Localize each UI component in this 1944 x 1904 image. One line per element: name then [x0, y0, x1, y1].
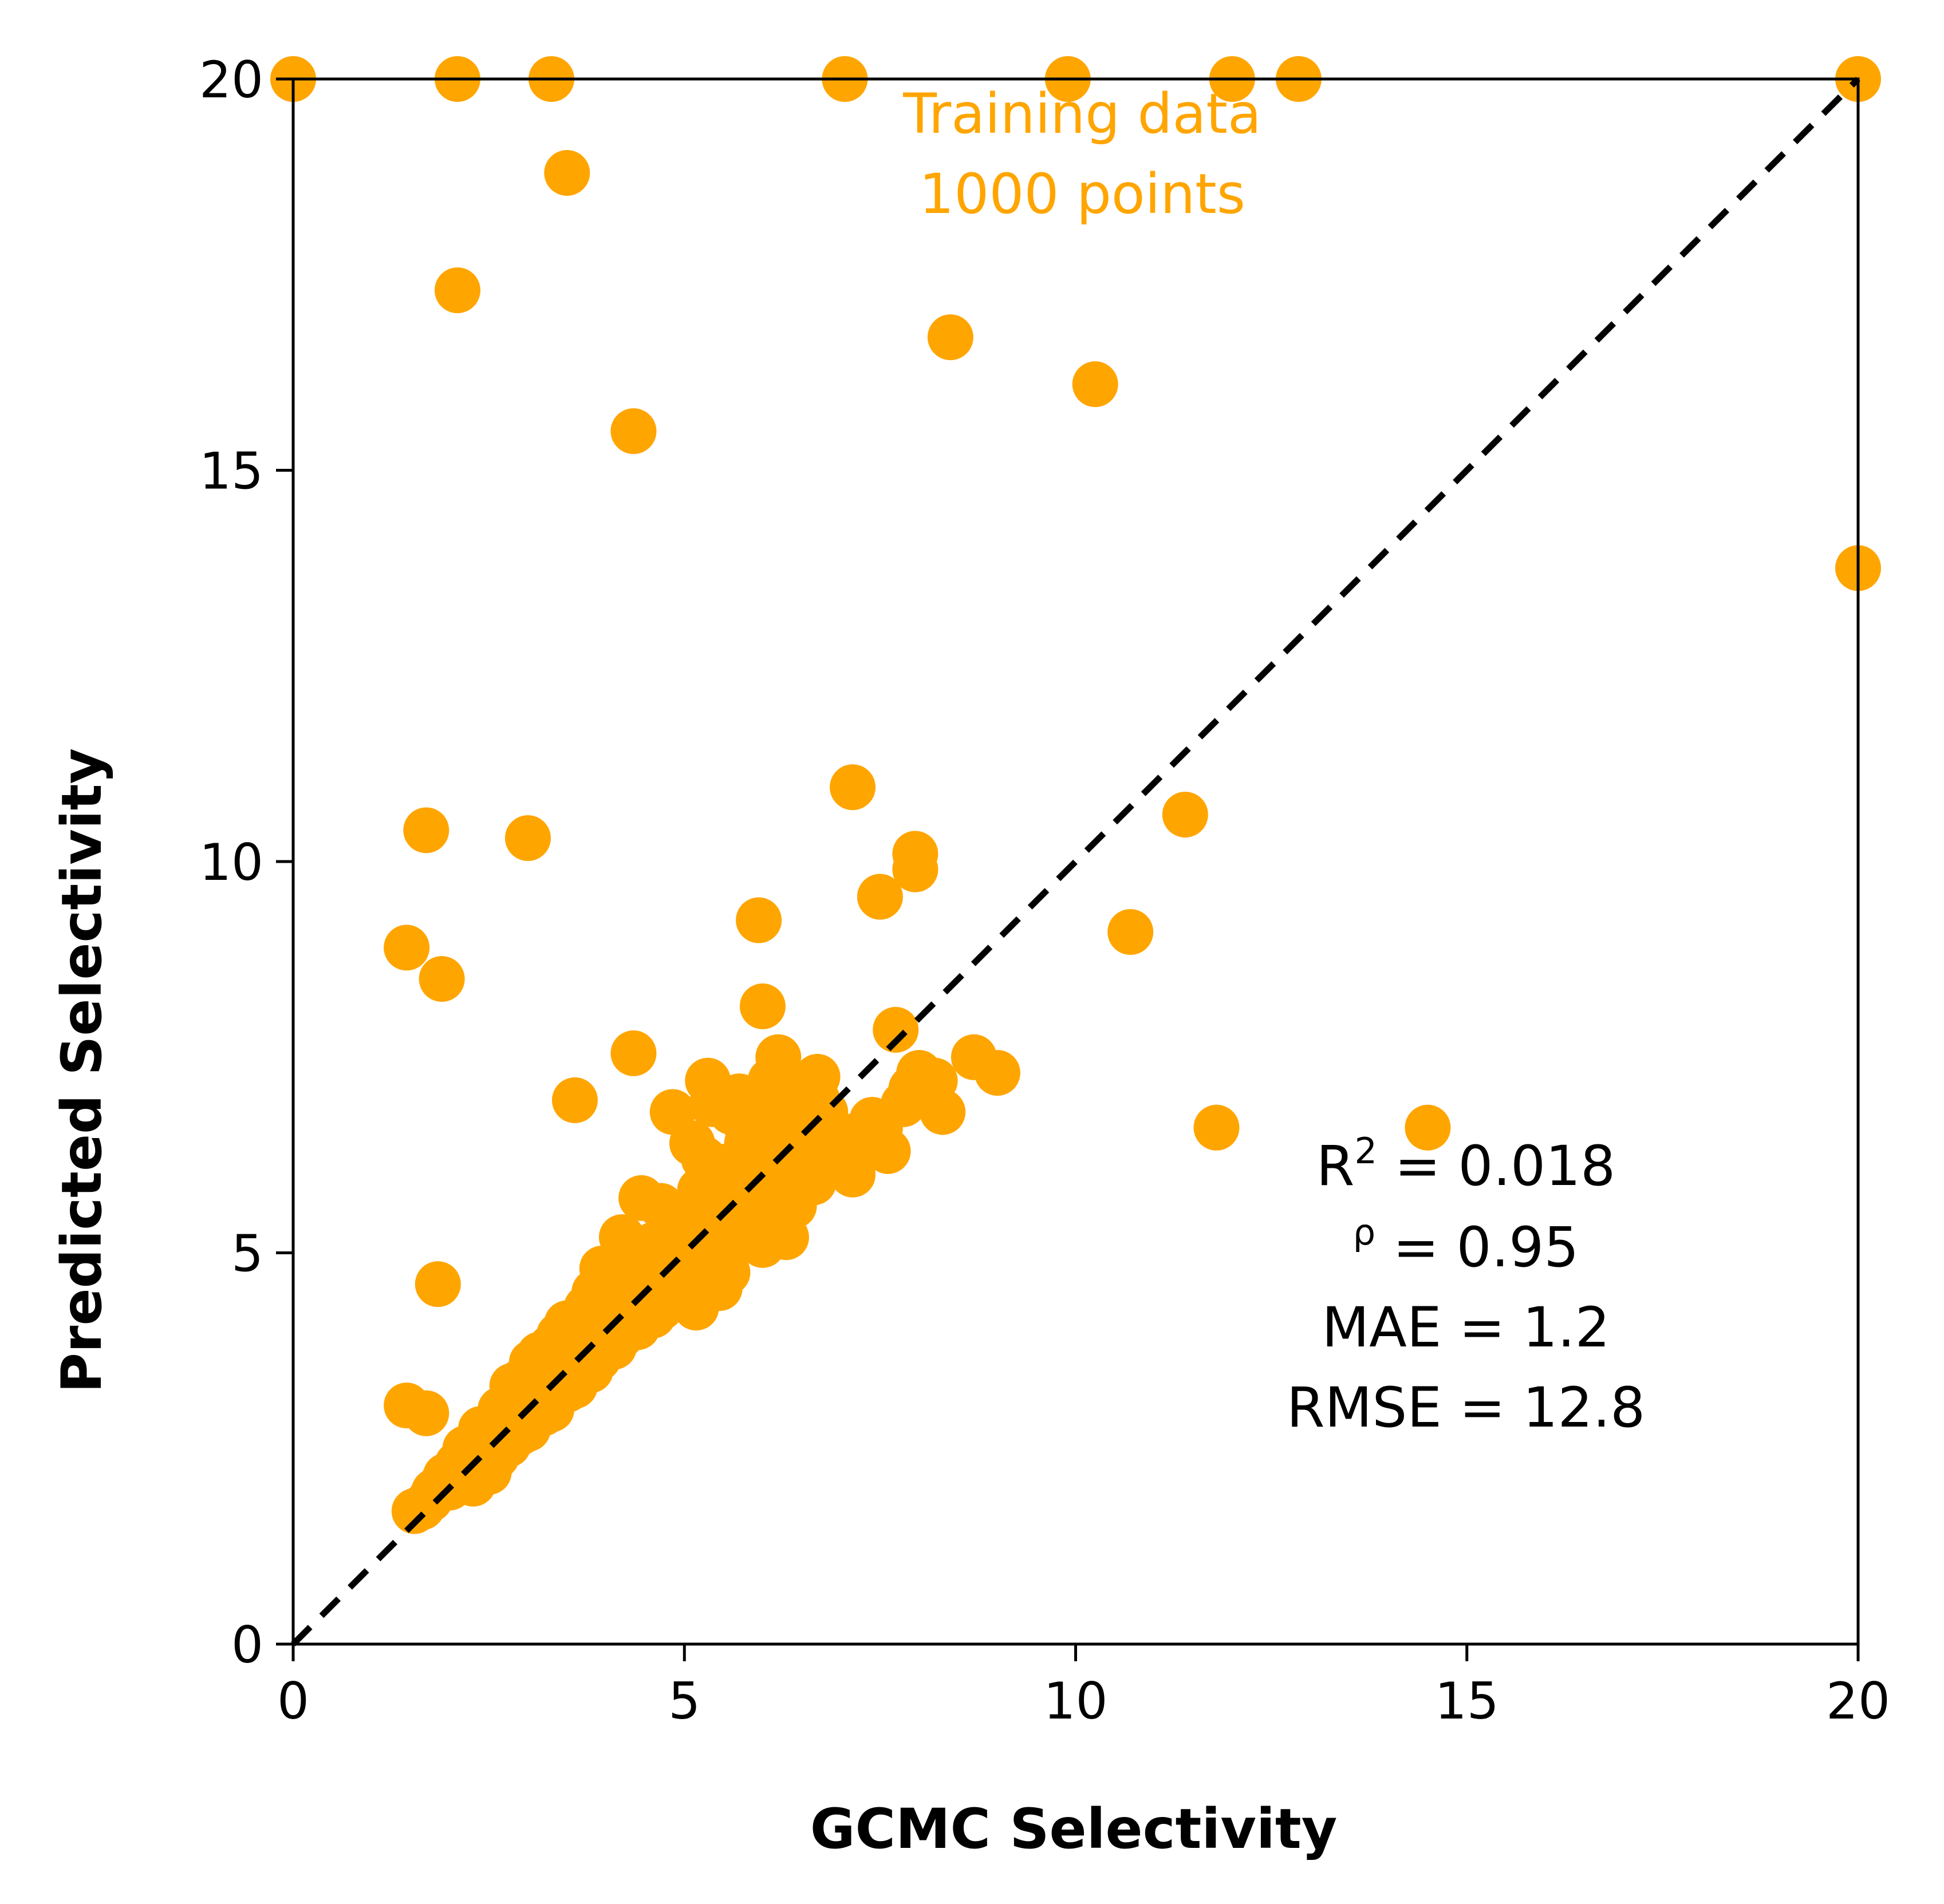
x-tick-label-2: 10	[1044, 1672, 1108, 1731]
data-point-169	[681, 1136, 727, 1182]
data-point-174	[692, 1206, 739, 1253]
data-point-139	[638, 1183, 684, 1229]
y-tick-label-3: 15	[199, 442, 263, 501]
data-point-19	[892, 846, 939, 892]
data-point-12	[610, 408, 657, 455]
axis-ticks: 0 5 10 15 20 0 5 10 15 20	[199, 50, 1890, 1731]
data-point-16	[403, 807, 449, 854]
data-point-20	[857, 874, 903, 920]
x-tick-label-1: 5	[668, 1672, 700, 1731]
data-point-21	[736, 897, 782, 943]
data-point-141	[571, 1269, 618, 1315]
data-point-152	[673, 1285, 719, 1331]
data-point-158	[912, 1057, 958, 1104]
training-data-annotation-line2: 1000 points	[919, 162, 1245, 226]
y-tick-label-0: 0	[231, 1615, 263, 1674]
stat-spearman-rho: ρ = 0.95	[1353, 1211, 1579, 1279]
data-point-8	[544, 150, 590, 196]
y-tick-label-2: 10	[199, 833, 263, 892]
training-data-annotation-line1: Training data	[902, 82, 1261, 146]
stat-mae: MAE = 1.2	[1322, 1295, 1610, 1360]
data-point-175	[563, 1343, 610, 1389]
data-point-31	[415, 1261, 461, 1307]
data-point-171	[759, 1093, 806, 1139]
data-point-22	[1107, 909, 1154, 955]
y-tick-label-4: 20	[199, 50, 263, 109]
data-points	[270, 56, 1881, 1534]
identity-reference-line	[291, 77, 1860, 1646]
data-point-30	[1405, 1104, 1451, 1151]
data-point-170	[724, 1120, 770, 1167]
data-point-25	[739, 983, 786, 1029]
data-point-29	[1193, 1104, 1240, 1151]
x-tick-label-4: 20	[1826, 1672, 1890, 1731]
data-point-9	[434, 267, 480, 314]
data-point-24	[419, 956, 465, 1002]
data-point-163	[798, 1108, 845, 1155]
data-point-28	[551, 1077, 598, 1123]
y-tick-label-1: 5	[231, 1224, 263, 1283]
data-point-15	[1162, 791, 1208, 838]
data-point-153	[704, 1249, 751, 1295]
data-point-17	[504, 815, 551, 861]
data-point-14	[830, 764, 876, 811]
stat-r-squared: R2 = 0.018	[1316, 1130, 1615, 1198]
data-point-156	[845, 1116, 892, 1163]
data-point-35	[974, 1050, 1020, 1096]
x-axis-label: GCMC Selectivity	[810, 1797, 1338, 1861]
data-point-11	[1072, 361, 1118, 408]
data-point-10	[927, 314, 973, 361]
data-point-27	[610, 1030, 657, 1076]
y-axis-label: Predicted Selectivity	[50, 748, 114, 1393]
data-point-23	[384, 925, 430, 971]
data-point-33	[403, 1390, 449, 1436]
data-point-26	[873, 1006, 919, 1053]
x-tick-label-0: 0	[277, 1672, 309, 1731]
stat-rmse: RMSE = 12.8	[1287, 1376, 1645, 1440]
x-tick-label-3: 15	[1435, 1672, 1499, 1731]
